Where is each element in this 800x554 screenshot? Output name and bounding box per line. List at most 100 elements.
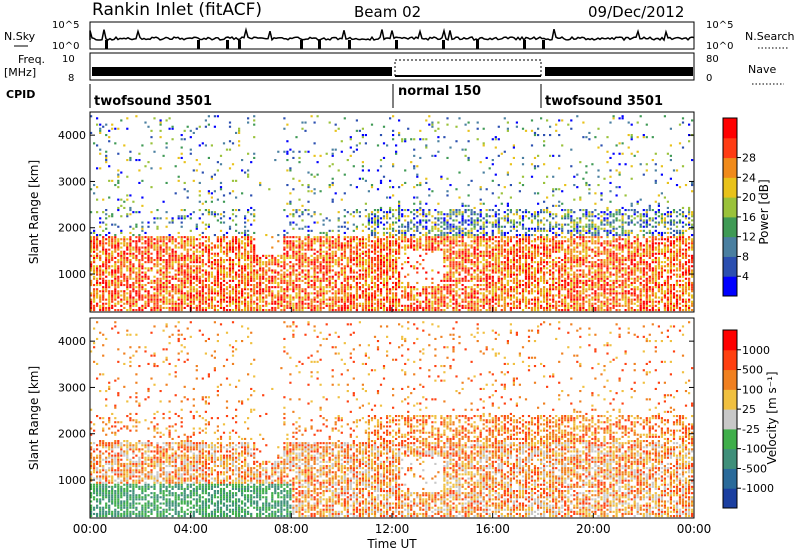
heat-cell xyxy=(343,302,346,305)
heat-cell xyxy=(533,300,537,303)
heat-cell xyxy=(509,267,512,270)
heat-cell xyxy=(497,138,500,141)
heat-cell xyxy=(129,267,132,270)
heat-cell xyxy=(228,267,232,270)
heat-cell xyxy=(479,242,482,245)
heat-cell xyxy=(180,238,183,241)
heat-cell xyxy=(491,279,494,282)
heat-cell xyxy=(295,211,298,214)
heat-cell xyxy=(256,275,259,278)
heat-cell xyxy=(105,275,108,278)
heat-cell xyxy=(247,219,250,222)
heat-cell xyxy=(102,296,105,299)
heat-cell xyxy=(361,165,364,168)
heat-cell xyxy=(99,294,102,297)
heat-cell xyxy=(452,229,455,232)
heat-cell xyxy=(247,244,250,247)
heat-cell xyxy=(301,302,304,305)
heat-cell xyxy=(325,269,328,272)
heat-cell xyxy=(210,256,213,259)
heat-cell xyxy=(93,229,96,232)
heat-cell xyxy=(144,256,147,259)
heat-cell xyxy=(497,296,500,299)
heat-cell xyxy=(247,236,250,239)
heat-cell xyxy=(437,290,440,293)
heat-cell xyxy=(379,288,383,291)
heat-cell xyxy=(244,304,247,307)
heat-cell xyxy=(334,284,337,287)
heat-cell xyxy=(482,252,485,255)
heat-cell xyxy=(512,302,515,305)
heat-cell xyxy=(141,238,144,241)
heat-cell xyxy=(452,213,455,216)
heat-cell xyxy=(331,250,334,253)
heat-cell xyxy=(512,296,515,299)
heat-cell xyxy=(479,186,482,189)
heat-cell xyxy=(174,292,177,295)
heat-cell xyxy=(228,140,232,143)
heat-cell xyxy=(319,154,322,157)
heat-cell xyxy=(491,238,494,241)
heat-cell xyxy=(117,269,120,272)
heat-cell xyxy=(467,271,470,274)
heat-cell xyxy=(120,215,123,218)
heat-cell xyxy=(180,246,183,249)
heat-cell xyxy=(186,248,189,251)
heat-cell xyxy=(253,246,256,249)
heat-cell xyxy=(183,273,186,276)
heat-cell xyxy=(207,294,210,297)
heat-cell xyxy=(530,284,534,287)
heat-cell xyxy=(90,267,93,270)
heat-cell xyxy=(485,277,488,280)
heat-cell xyxy=(219,186,223,189)
heat-cell xyxy=(201,236,204,239)
heat-cell xyxy=(244,298,247,301)
heat-cell xyxy=(346,261,349,264)
heat-cell xyxy=(256,306,259,309)
heat-cell xyxy=(153,302,156,305)
heat-cell xyxy=(298,277,301,280)
heat-cell xyxy=(497,261,500,264)
heat-cell xyxy=(446,219,449,222)
heat-cell xyxy=(120,171,123,174)
heat-cell xyxy=(144,300,147,303)
heat-cell xyxy=(494,292,497,295)
heat-cell xyxy=(135,159,138,162)
heat-cell xyxy=(349,138,352,141)
heat-cell xyxy=(325,256,328,259)
heat-cell xyxy=(310,298,313,301)
heat-cell xyxy=(180,292,183,295)
heat-cell xyxy=(138,269,141,272)
heat-cell xyxy=(389,256,392,259)
heat-cell xyxy=(337,217,340,220)
heat-cell xyxy=(219,265,223,268)
heat-cell xyxy=(527,281,531,284)
heat-cell xyxy=(192,261,195,264)
heat-cell xyxy=(446,259,449,262)
heat-cell xyxy=(476,246,479,249)
heat-cell xyxy=(476,234,479,237)
heat-cell xyxy=(367,223,370,226)
heat-cell xyxy=(313,142,316,145)
heat-cell xyxy=(373,231,377,234)
heat-cell xyxy=(250,161,253,164)
heat-cell xyxy=(298,156,301,159)
heat-cell xyxy=(168,127,171,130)
heat-cell xyxy=(355,304,358,307)
heat-cell xyxy=(370,281,374,284)
heat-cell xyxy=(114,127,117,130)
heat-cell xyxy=(162,265,165,268)
heat-cell xyxy=(304,259,307,262)
heat-cell xyxy=(425,294,428,297)
heat-cell xyxy=(331,256,334,259)
heat-cell xyxy=(129,306,132,309)
heat-cell xyxy=(485,275,488,278)
heat-cell xyxy=(476,304,479,307)
heat-cell xyxy=(162,281,165,284)
heat-cell xyxy=(222,200,226,203)
heat-cell xyxy=(210,267,213,270)
heat-cell xyxy=(247,173,250,176)
heat-cell xyxy=(144,290,147,293)
heat-cell xyxy=(509,306,512,309)
heat-cell xyxy=(271,279,274,282)
